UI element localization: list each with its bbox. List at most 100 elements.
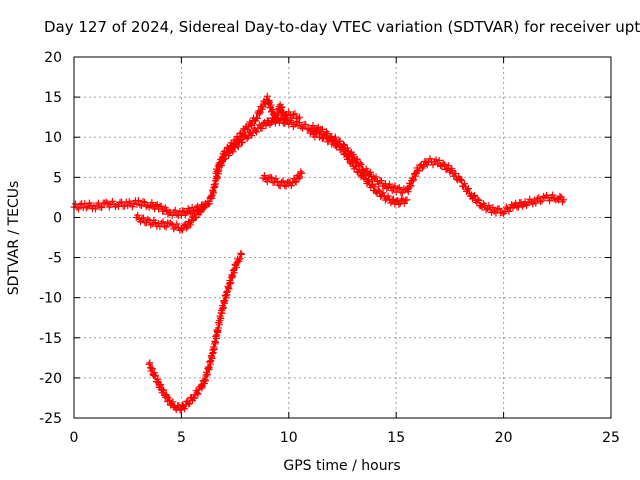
x-tick-label: 0 (70, 430, 79, 446)
data-point (139, 214, 147, 222)
data-point (560, 196, 568, 204)
data-point (157, 380, 165, 388)
data-point (377, 177, 385, 185)
data-point (102, 198, 110, 206)
data-point (412, 172, 420, 180)
data-point (514, 203, 522, 211)
data-point (294, 121, 302, 129)
data-point (394, 185, 402, 193)
data-point (536, 198, 544, 206)
data-point (159, 218, 167, 226)
data-point (302, 121, 310, 129)
data-point (182, 401, 190, 409)
data-point (297, 168, 305, 176)
data-point (521, 198, 529, 206)
data-point (429, 161, 437, 169)
data-point (134, 197, 142, 205)
data-point (162, 390, 170, 398)
data-point (485, 202, 493, 210)
data-point (238, 250, 246, 258)
y-tick-label: 10 (44, 130, 62, 146)
data-point (294, 115, 302, 123)
data-point (421, 157, 429, 165)
data-point (489, 203, 497, 211)
data-point (244, 133, 252, 141)
data-point (457, 176, 465, 184)
data-point (168, 212, 176, 220)
data-point (181, 405, 189, 413)
data-point (445, 162, 453, 170)
data-point (253, 128, 261, 136)
data-point (546, 197, 554, 205)
x-axis-label: GPS time / hours (283, 458, 400, 474)
data-point (160, 386, 168, 394)
data-point (539, 192, 547, 200)
data-point (289, 111, 297, 119)
data-point (409, 177, 417, 185)
data-point (145, 360, 153, 368)
data-point (287, 182, 295, 190)
data-point (173, 220, 181, 228)
data-point (137, 218, 145, 226)
data-point (161, 222, 169, 230)
data-point (169, 398, 177, 406)
x-tick-label: 25 (602, 430, 620, 446)
data-point (263, 178, 271, 186)
x-tick-label: 5 (177, 430, 186, 446)
data-point (266, 173, 274, 181)
data-point (146, 359, 154, 367)
series-track-main (70, 114, 568, 220)
data-point (538, 197, 546, 205)
data-point (296, 113, 304, 121)
data-point (152, 201, 160, 209)
data-point (200, 203, 208, 211)
data-point (296, 173, 304, 181)
data-point (190, 394, 198, 402)
data-point (384, 192, 392, 200)
data-point (82, 204, 90, 212)
y-tick-label: -25 (39, 411, 62, 427)
data-point (352, 156, 360, 164)
y-tick-label: 20 (44, 50, 62, 66)
data-point (335, 141, 343, 149)
axis-ticks: 0 5 10 15 20 25 -25 -20 -15 -10 -5 0 5 10 15 20 (39, 50, 620, 446)
data-point (493, 205, 501, 213)
data-point (383, 184, 391, 192)
data-point (464, 184, 472, 192)
data-point (91, 205, 99, 213)
data-point (374, 186, 382, 194)
y-tick-label: -20 (39, 371, 62, 387)
data-point (533, 195, 541, 203)
data-point (148, 199, 156, 207)
data-point (176, 406, 184, 414)
data-point (136, 201, 144, 209)
data-point (148, 365, 156, 373)
data-point (248, 132, 256, 140)
data-point (403, 196, 411, 204)
data-point (194, 390, 202, 398)
y-tick-label: -5 (48, 251, 62, 267)
data-point (72, 200, 80, 208)
data-point (326, 134, 334, 142)
data-point (308, 127, 316, 135)
data-point (191, 214, 199, 222)
data-point (166, 396, 174, 404)
series-track-small (259, 168, 306, 190)
data-point (366, 168, 374, 176)
data-point (415, 167, 423, 175)
data-point (225, 147, 233, 155)
data-point (237, 249, 245, 257)
data-point (255, 121, 263, 129)
data-point (420, 162, 428, 170)
data-point (349, 150, 357, 158)
data-point (90, 202, 98, 210)
data-point (512, 199, 520, 207)
data-point (183, 224, 191, 232)
data-point (104, 199, 112, 207)
data-point (292, 178, 300, 186)
data-point (291, 177, 299, 185)
data-point (268, 174, 276, 182)
data-point (398, 195, 406, 203)
data-point (260, 172, 268, 180)
data-point (404, 188, 412, 196)
